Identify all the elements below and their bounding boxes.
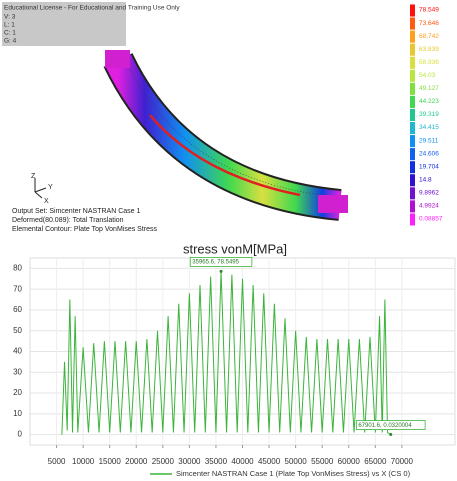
license-text: Educational License - For Educational an… [4,5,180,12]
colorbar-label: 9.8962 [419,190,439,197]
annotation-point [220,270,223,273]
colorbar-swatch [410,161,415,173]
screen: stress vonM[MPa] Educational License - F… [0,0,457,481]
colorbar-label: 14.8 [419,176,432,183]
colorbar-label: 4.9924 [419,203,439,210]
y-tick-label: 20 [13,388,22,397]
x-tick-label: 5000 [48,457,66,466]
y-tick-label: 80 [13,263,22,272]
colorbar-label: 78.549 [419,7,439,14]
colorbar-label: 0.08857 [419,216,443,223]
x-tick-label: 10000 [72,457,95,466]
colorbar-swatch [410,57,415,69]
colorbar-swatch [410,187,415,199]
x-tick-label: 15000 [99,457,122,466]
x-tick-label: 45000 [258,457,281,466]
legend-label: Simcenter NASTRAN Case 1 (Plate Top VonM… [176,469,411,478]
colorbar-swatch [410,109,415,121]
page: stress vonM[MPa] Educational License - F… [0,0,457,481]
beam-end [318,195,348,213]
colorbar-swatch [410,96,415,108]
info-text: L: 1 [4,22,15,29]
annotation-point [389,433,392,436]
x-tick-label: 30000 [178,457,201,466]
y-tick-label: 0 [18,430,23,439]
colorbar-label: 19.704 [419,163,439,170]
x-tick-label: 50000 [285,457,308,466]
colorbar-label: 34.415 [419,124,439,131]
y-tick-label: 50 [13,326,22,335]
info-text: V: 3 [4,14,16,21]
colorbar-label: 49.127 [419,85,439,92]
x-tick-label: 40000 [231,457,254,466]
x-tick-label: 35000 [205,457,228,466]
colorbar-label: 68.742 [419,33,439,40]
output-text: Deformed(80.089): Total Translation [12,217,124,224]
colorbar-swatch [410,44,415,56]
colorbar-swatch [410,148,415,160]
colorbar-label: 58.936 [419,59,439,66]
x-tick-label: 55000 [311,457,334,466]
colorbar-label: 29.511 [419,137,439,144]
annotation-label: 35965.6, 78.5495 [192,260,239,266]
colorbar-label: 73.646 [419,20,439,27]
colorbar-swatch [410,4,415,16]
colorbar-label: 39.319 [419,111,439,118]
x-tick-label: 20000 [125,457,148,466]
colorbar-label: 54.03 [419,72,436,79]
info-text: C: 1 [4,30,16,37]
colorbar-swatch [410,70,415,82]
colorbar-swatch [410,122,415,134]
y-tick-label: 40 [13,347,22,356]
annotation-label: 67901.6, 0.0320004 [358,423,412,429]
colorbar-label: 24.606 [419,150,439,157]
triad-label: Y [48,184,53,191]
colorbar-swatch [410,83,415,95]
colorbar-swatch [410,213,415,225]
y-tick-label: 10 [13,409,22,418]
colorbar-swatch [410,174,415,186]
beam-end [105,50,130,68]
triad-label: X [44,198,49,205]
colorbar-label: 44.223 [419,98,439,105]
output-text: Output Set: Simcenter NASTRAN Case 1 [12,208,140,215]
colorbar-swatch [410,31,415,43]
info-text: G: 4 [4,38,17,45]
triad-label: Z [31,173,36,180]
colorbar-swatch [410,18,415,30]
x-tick-label: 65000 [364,457,387,466]
colorbar-label: 63.839 [419,46,439,53]
colorbar-swatch [410,135,415,147]
x-tick-label: 70000 [391,457,414,466]
chart-title: stress vonM[MPa] [183,241,287,256]
x-tick-label: 60000 [338,457,361,466]
y-tick-label: 30 [13,367,22,376]
colorbar-swatch [410,200,415,212]
x-tick-label: 25000 [152,457,175,466]
y-tick-label: 70 [13,284,22,293]
y-tick-label: 60 [13,305,22,314]
output-text: Elemental Contour: Plate Top VonMises St… [12,226,158,233]
